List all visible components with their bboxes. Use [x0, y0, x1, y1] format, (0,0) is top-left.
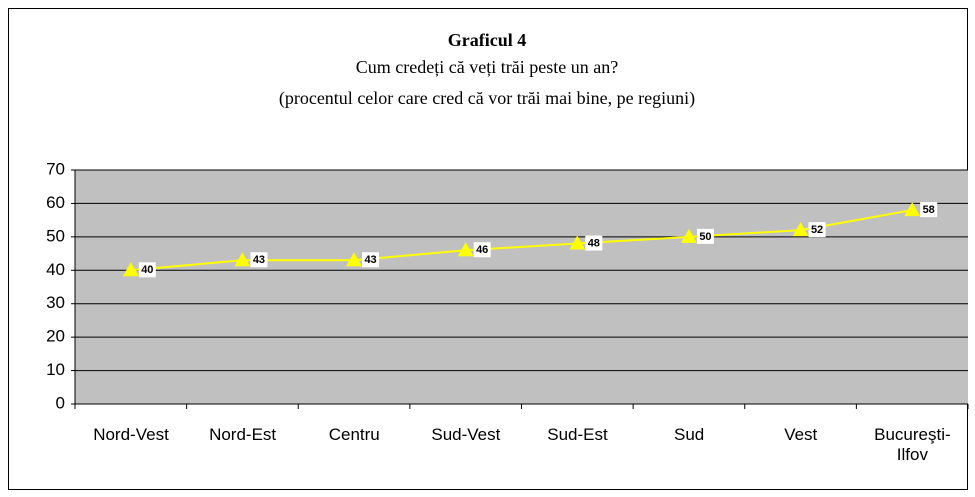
marker: [680, 228, 697, 243]
data-label: 52: [811, 224, 823, 236]
x-tick-label: Sud-Vest: [431, 425, 501, 444]
data-label: 43: [253, 254, 265, 266]
data-label-box: [585, 235, 603, 251]
y-tick-label: 70: [46, 159, 65, 178]
data-label: 43: [364, 254, 376, 266]
marker: [457, 242, 474, 257]
marker: [569, 235, 586, 250]
y-tick-label: 0: [56, 393, 65, 412]
x-tick-label: Nord-Vest: [93, 425, 169, 444]
data-label: 40: [141, 264, 153, 276]
y-tick-label: 20: [46, 327, 65, 346]
marker: [234, 252, 251, 267]
data-label-box: [808, 222, 826, 238]
marker: [792, 222, 809, 237]
data-label: 50: [699, 231, 711, 243]
data-label-box: [138, 262, 156, 278]
chart-title: Graficul 4: [448, 30, 527, 50]
marker: [346, 252, 363, 267]
y-tick-label: 30: [46, 293, 65, 312]
y-tick-label: 10: [46, 360, 65, 379]
y-tick-label: 40: [46, 260, 65, 279]
x-tick-label: Sud-Est: [547, 425, 608, 444]
x-tick-label: Sud: [674, 425, 705, 444]
data-label: 58: [923, 204, 935, 216]
x-tick-label: Centru: [328, 425, 380, 444]
data-label: 46: [476, 244, 488, 256]
marker: [122, 262, 139, 277]
x-tick-label: Nord-Est: [209, 425, 277, 444]
x-tick-label: Vest: [784, 425, 818, 444]
plot-area: [75, 170, 968, 404]
data-label-box: [473, 242, 491, 258]
chart-subtitle: Cum credeți că veți trăi peste un an?: [356, 57, 618, 77]
chart-subtitle: (procentul celor care cred că vor trăi m…: [279, 88, 695, 109]
x-tick-label: Bucureşti- Ilfov: [874, 425, 951, 464]
y-tick-label: 50: [46, 226, 65, 245]
data-label-box: [920, 202, 938, 218]
data-label-box: [696, 228, 714, 244]
data-label-box: [362, 252, 380, 268]
data-label-box: [250, 252, 268, 268]
marker: [904, 202, 921, 217]
data-label: 48: [588, 237, 600, 249]
y-tick-label: 60: [46, 193, 65, 212]
